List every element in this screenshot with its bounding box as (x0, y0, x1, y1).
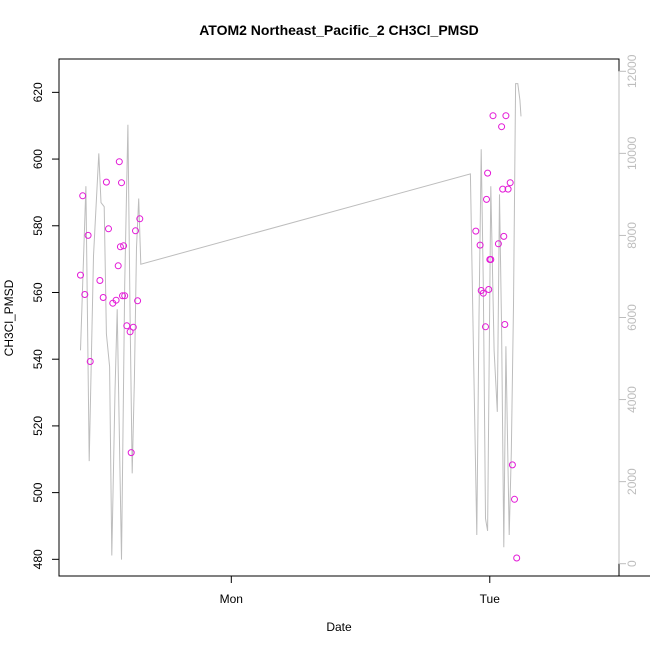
data-point (485, 286, 493, 293)
y2-tick-label: 4000 (625, 386, 639, 413)
data-point (511, 495, 518, 503)
y-tick-label: 500 (31, 482, 45, 502)
data-point (129, 323, 137, 331)
x-tick-label: Tue (480, 592, 501, 606)
data-point (81, 291, 89, 298)
data-point (120, 242, 128, 250)
point-series (77, 112, 521, 562)
data-point (482, 323, 489, 331)
data-point (79, 192, 87, 200)
y-tick-label: 540 (31, 349, 45, 369)
data-point (476, 241, 484, 249)
data-point (489, 112, 497, 120)
data-point (513, 554, 521, 562)
data-point (99, 294, 107, 301)
y2-tick-label: 8000 (625, 222, 639, 249)
y2-tick-label: 10000 (625, 136, 639, 170)
data-point (121, 292, 129, 300)
y2-axis: 0 2000 4000 6000 8000 10000 12000 (618, 54, 639, 567)
data-point (506, 179, 514, 187)
data-point (502, 112, 510, 120)
data-point (86, 358, 94, 365)
series-line (80, 83, 522, 560)
chart-title: ATOM2 Northeast_Pacific_2 CH3Cl_PMSD (199, 22, 479, 38)
y2-tick-label: 12000 (625, 54, 639, 88)
y-axis: 480 500 520 540 560 580 600 620 (31, 82, 60, 569)
data-point (84, 231, 92, 239)
y-tick-label: 600 (31, 149, 45, 169)
line-series (80, 83, 522, 560)
plot-frame (58, 58, 620, 577)
y-tick-label: 620 (31, 82, 45, 102)
data-point (500, 232, 508, 240)
y2-tick-label: 2000 (625, 468, 639, 495)
y-tick-label: 520 (31, 416, 45, 436)
data-point (472, 227, 480, 235)
data-point (498, 123, 506, 131)
data-point (479, 289, 487, 297)
data-point (134, 297, 142, 305)
x-axis: MonTueWed (220, 575, 650, 606)
data-point (114, 262, 122, 270)
data-point (118, 179, 125, 187)
data-point (77, 271, 84, 279)
y-tick-label: 480 (31, 549, 45, 569)
y-axis-label: CH3Cl_PMSD (2, 279, 16, 356)
data-point (126, 328, 134, 336)
data-point (487, 256, 495, 263)
data-point (102, 178, 110, 186)
data-point (501, 321, 509, 328)
data-point (127, 449, 135, 457)
data-point (119, 292, 126, 300)
data-point (484, 169, 492, 177)
data-point (132, 227, 139, 235)
data-point (504, 185, 512, 193)
y2-tick-label: 0 (625, 560, 639, 567)
data-point (508, 461, 516, 469)
data-point (499, 185, 507, 193)
x-tick-label: Mon (220, 592, 243, 606)
y-tick-label: 560 (31, 282, 45, 302)
data-point (96, 277, 104, 284)
data-point (115, 158, 123, 166)
y-tick-label: 580 (31, 215, 45, 235)
data-point (123, 322, 131, 330)
data-point (494, 240, 502, 248)
x-axis-label: Date (326, 620, 352, 634)
data-point (116, 243, 124, 251)
y2-tick-label: 6000 (625, 304, 639, 331)
data-point (112, 296, 120, 304)
data-point (483, 195, 490, 203)
data-point (136, 215, 144, 223)
data-point (105, 225, 112, 233)
